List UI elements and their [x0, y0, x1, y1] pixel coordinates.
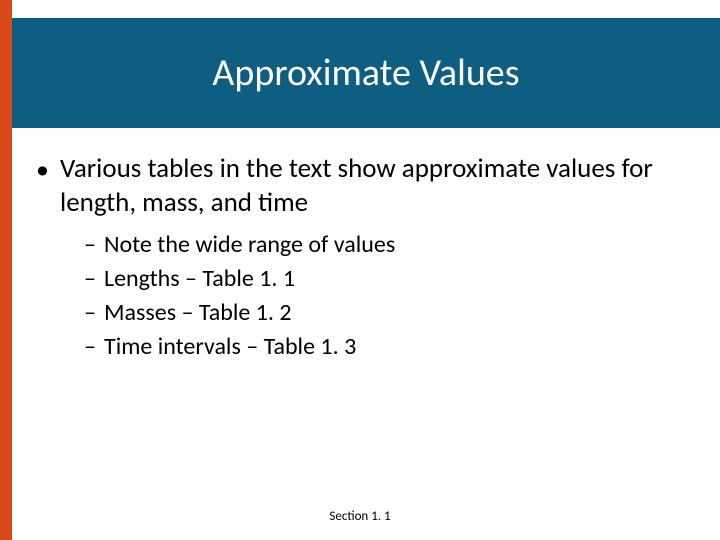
list-item: – Masses – Table 1. 2 [84, 298, 690, 328]
sub-item-text: Lengths – Table 1. 1 [104, 264, 295, 294]
content-area: • Various tables in the text show approx… [36, 152, 690, 366]
dash-icon: – [84, 230, 104, 260]
list-item: – Lengths – Table 1. 1 [84, 264, 690, 294]
bullet-main-text: Various tables in the text show approxim… [60, 152, 690, 220]
sub-item-text: Note the wide range of values [104, 230, 395, 260]
list-item: – Time intervals – Table 1. 3 [84, 332, 690, 362]
sub-item-text: Masses – Table 1. 2 [104, 298, 292, 328]
dash-icon: – [84, 298, 104, 328]
dash-icon: – [84, 332, 104, 362]
dash-icon: – [84, 264, 104, 294]
footer-section-label: Section 1. 1 [0, 509, 720, 524]
bullet-dot-icon: • [36, 152, 60, 220]
sub-bullet-list: – Note the wide range of values – Length… [84, 230, 690, 362]
list-item: – Note the wide range of values [84, 230, 690, 260]
title-band: Approximate Values [12, 18, 720, 128]
bullet-main: • Various tables in the text show approx… [36, 152, 690, 220]
left-accent-stripe [0, 0, 12, 540]
sub-item-text: Time intervals – Table 1. 3 [104, 332, 356, 362]
slide-title: Approximate Values [212, 50, 519, 96]
